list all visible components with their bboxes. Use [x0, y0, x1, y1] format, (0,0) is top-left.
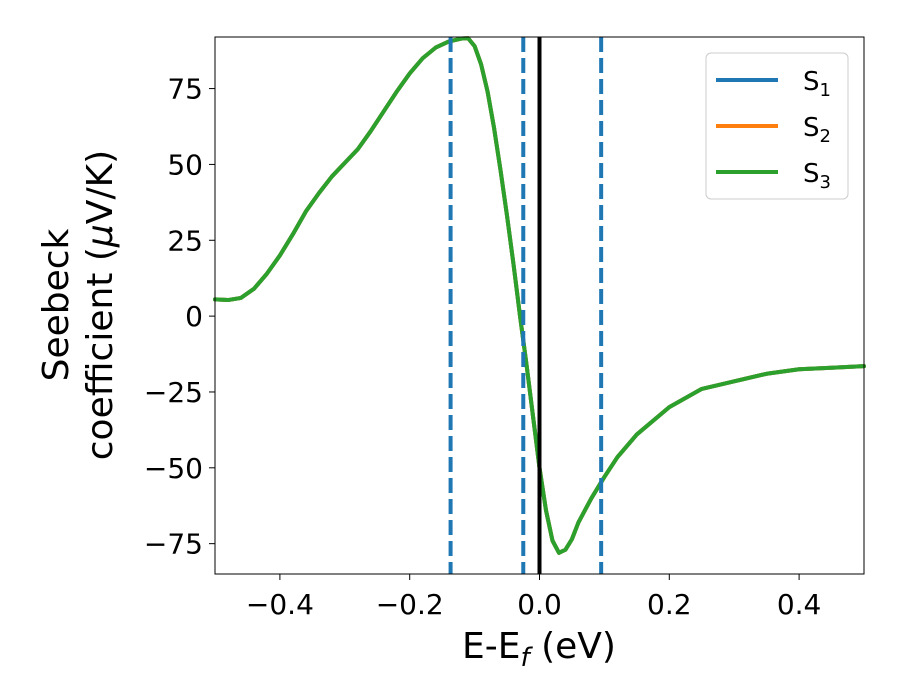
legend-label-s1: S1	[803, 67, 831, 101]
y-tick-label: 50	[167, 148, 203, 181]
x-tick-label: −0.2	[376, 588, 444, 621]
x-axis-label: E-Ef (eV)	[462, 626, 616, 673]
legend-label-s2: S2	[803, 113, 831, 147]
x-tick-label: 0.4	[777, 588, 822, 621]
x-tick-label: 0.2	[647, 588, 692, 621]
reference-lines-layer	[448, 37, 604, 574]
y-tick-label: 25	[167, 224, 203, 257]
legend-items: S1 S2 S3	[716, 67, 831, 193]
y-tick-label: −25	[144, 376, 203, 409]
legend-label-s3: S3	[803, 159, 831, 193]
y-tick-label: 75	[167, 73, 203, 106]
series-line-s3	[213, 36, 866, 555]
y-tick-label: −75	[144, 528, 203, 561]
legend: S1 S2 S3	[705, 52, 849, 200]
y-axis-ticks: 75 50 25 0 −25 −50 −75	[144, 73, 215, 561]
y-axis-label-line1: Seebeck	[36, 228, 77, 381]
x-tick-label: −0.4	[246, 588, 314, 621]
y-axis-label-line2: coefficient (μV/K)	[80, 150, 121, 460]
y-tick-label: −50	[144, 452, 203, 485]
x-axis-ticks: −0.4 −0.2 0.0 0.2 0.4	[246, 574, 821, 621]
x-tick-label: 0.0	[517, 588, 562, 621]
plot-lines-layer	[213, 36, 866, 555]
y-tick-label: 0	[185, 300, 203, 333]
